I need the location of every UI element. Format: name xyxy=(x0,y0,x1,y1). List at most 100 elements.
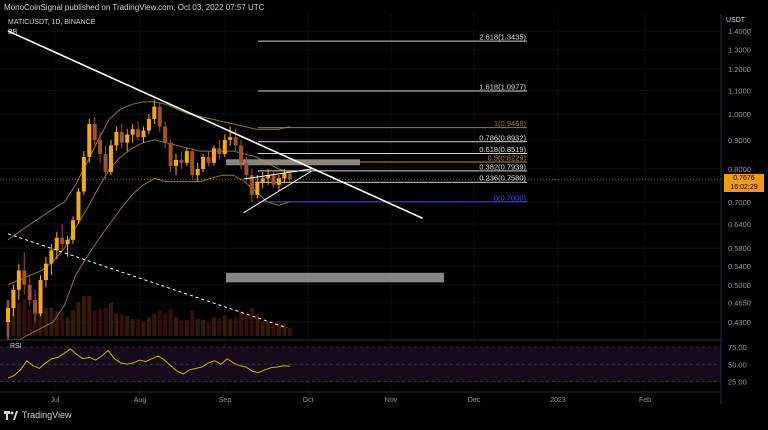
candle-body xyxy=(201,156,206,169)
fib-label: 0.786(0.8932) xyxy=(479,133,526,142)
candle-body xyxy=(119,131,124,143)
price-tick-label: 1.4000 xyxy=(728,27,751,36)
candle-body xyxy=(228,137,233,140)
publisher-line: MonoCoinSignal published on TradingView.… xyxy=(4,3,265,12)
volume-bar xyxy=(98,309,103,336)
time-axis: Jul Aug Sep Oct Nov Dec 2023 Feb xyxy=(0,391,721,404)
volume-bar xyxy=(76,302,81,336)
tradingview-logo[interactable]: TradingView xyxy=(4,410,72,420)
candle-body xyxy=(71,220,76,240)
candle-body xyxy=(249,175,254,195)
volume-bar xyxy=(287,327,292,336)
bollinger-lower xyxy=(8,174,290,341)
price-tick-label: 1.0000 xyxy=(728,110,751,119)
candle-body xyxy=(141,130,146,138)
time-tick-label: Nov xyxy=(385,397,398,404)
bb-indicator-label[interactable]: BB xyxy=(8,29,18,36)
volume-bar xyxy=(266,321,271,336)
candle-body xyxy=(174,159,178,166)
rsi-label[interactable]: RSI xyxy=(10,343,22,350)
fib-label: 1(0.9458) xyxy=(494,119,527,128)
volume-bar xyxy=(114,313,119,336)
candle-body xyxy=(217,148,222,155)
candlesticks xyxy=(6,99,292,340)
candle-body xyxy=(282,173,287,179)
candle-body xyxy=(60,237,65,245)
candle-body xyxy=(11,289,16,309)
candle-body xyxy=(33,300,38,314)
trendline xyxy=(243,168,312,180)
rsi-level-label: 25.00 xyxy=(728,378,747,387)
candle-body xyxy=(157,106,162,127)
fib-label: 0.382(0.7939) xyxy=(479,162,526,171)
time-tick-label: Sep xyxy=(219,397,232,404)
volume-bar xyxy=(92,310,97,336)
candle-body xyxy=(22,270,27,285)
volume-bar xyxy=(179,320,184,336)
candle-body xyxy=(190,151,195,176)
candle-body xyxy=(179,159,184,163)
volume-bar xyxy=(195,319,200,336)
candle-body xyxy=(255,181,260,195)
candle-body xyxy=(130,129,135,135)
candle-body xyxy=(38,279,43,314)
price-axis: 1.4000 1.3000 1.2000 1.1000 1.0000 0.9000 0.80… xyxy=(720,14,751,404)
candle-body xyxy=(233,137,238,146)
volume-bar xyxy=(228,318,233,336)
candle-body xyxy=(27,284,32,301)
time-tick-label: 2023 xyxy=(550,397,566,404)
tradingview-mark-icon xyxy=(4,410,18,420)
price-tick-label: 1.2000 xyxy=(728,65,751,74)
candle-body xyxy=(92,124,97,140)
candle-body xyxy=(163,126,168,143)
candle-body xyxy=(276,178,281,185)
volume-bar xyxy=(163,312,168,336)
symbol-line: MATICUSDT, 1D, BINANCE xyxy=(8,19,96,26)
volume-bar xyxy=(168,308,173,336)
price-tick-label: 0.8000 xyxy=(728,165,751,174)
volume-bar xyxy=(271,321,276,336)
volume-bar xyxy=(125,316,130,336)
volume-bar xyxy=(239,311,244,336)
rsi-level-label: 75.00 xyxy=(728,343,747,352)
grid-lines xyxy=(0,14,720,392)
candle-body xyxy=(114,131,119,146)
fib-label: 0.5(0.8229) xyxy=(488,153,527,162)
bollinger-bands xyxy=(7,101,290,341)
candle-body xyxy=(168,142,173,166)
candle-body xyxy=(108,145,113,173)
volume-bar xyxy=(282,323,287,336)
candle-body xyxy=(65,239,70,245)
fib-label: 0.236(0.7580) xyxy=(479,174,526,183)
candle-body xyxy=(206,156,211,163)
volume-bar xyxy=(211,317,216,336)
candle-body xyxy=(136,129,141,138)
volume-bar xyxy=(136,319,141,336)
time-tick-label: Aug xyxy=(134,397,147,404)
volume-bar xyxy=(222,315,227,336)
candle-body xyxy=(87,124,92,157)
candle-body xyxy=(6,308,10,322)
price-tick-label: 0.4650 xyxy=(728,299,751,308)
volume-bar xyxy=(152,313,157,336)
volume-bar xyxy=(184,319,189,336)
volume-bar xyxy=(174,316,178,336)
candle-body xyxy=(43,263,48,280)
volume-bar xyxy=(206,322,211,336)
volume-bar xyxy=(103,307,108,336)
candle-body xyxy=(125,134,130,143)
volume-bar xyxy=(65,317,70,336)
volume-bar xyxy=(11,306,16,336)
volume-bar xyxy=(201,319,206,336)
trendline xyxy=(7,233,288,329)
trendlines xyxy=(0,30,721,329)
candle-body xyxy=(239,145,244,163)
time-tick-label: Dec xyxy=(468,397,481,404)
volume-bar xyxy=(157,310,162,336)
volume-bar xyxy=(260,321,265,336)
candle-body xyxy=(103,154,108,173)
volume-bar xyxy=(119,314,124,336)
volume-bar xyxy=(217,318,222,336)
rsi-line xyxy=(7,348,290,379)
